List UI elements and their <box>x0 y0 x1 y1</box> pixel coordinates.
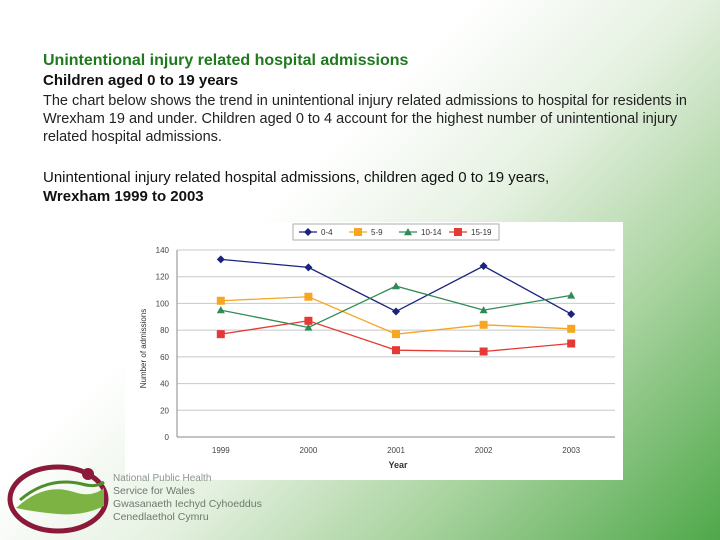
y-tick-label: 60 <box>160 353 169 362</box>
data-point <box>479 347 488 356</box>
data-point <box>567 310 576 319</box>
data-point <box>567 324 576 333</box>
data-point <box>304 292 313 301</box>
data-point <box>479 320 488 329</box>
slide-text-block: Unintentional injury related hospital ad… <box>43 52 693 146</box>
data-point <box>216 296 225 305</box>
y-axis-label: Number of admissions <box>139 309 148 389</box>
y-tick-label: 0 <box>165 433 170 442</box>
y-tick-label: 40 <box>160 380 169 389</box>
logo-line1: National Public Health <box>113 473 212 484</box>
chart-heading-line2: Wrexham 1999 to 2003 <box>43 188 204 205</box>
x-tick-label: 1999 <box>212 446 230 455</box>
data-point <box>392 307 400 316</box>
series-line <box>220 285 572 329</box>
legend-label: 5-9 <box>371 228 383 237</box>
nphs-logo-mark <box>7 464 109 534</box>
x-tick-label: 2002 <box>475 446 493 455</box>
legend-box <box>292 223 500 241</box>
chart-heading-line1: Unintentional injury related hospital ad… <box>43 169 550 186</box>
legend-label: 15-19 <box>471 228 492 237</box>
data-point <box>354 228 362 236</box>
data-point <box>304 263 313 272</box>
data-point <box>404 228 412 236</box>
slide-title: Unintentional injury related hospital ad… <box>43 52 409 69</box>
series-line <box>220 296 572 335</box>
y-tick-label: 80 <box>160 326 169 335</box>
logo-line2: Service for Wales <box>113 485 195 497</box>
legend-label: 0-4 <box>321 228 333 237</box>
legend-label: 10-14 <box>421 228 442 237</box>
data-point <box>567 291 576 299</box>
data-point <box>479 306 488 314</box>
y-tick-label: 100 <box>156 299 170 308</box>
y-tick-label: 140 <box>156 246 170 255</box>
chart-container: 0 20 40 60 80 100 120 140 1999 2000 2001 2002 2003 Ye… <box>125 222 623 480</box>
x-tick-label: 2003 <box>562 446 580 455</box>
data-point <box>216 255 225 264</box>
data-point <box>304 316 313 325</box>
logo-text: National Public Health Service for Wales… <box>113 472 262 524</box>
data-point <box>392 330 400 339</box>
line-chart: 0 20 40 60 80 100 120 140 1999 2000 2001 2002 2003 Ye… <box>139 223 615 470</box>
slide-subtitle: Children aged 0 to 19 years <box>43 72 239 89</box>
y-tick-label: 20 <box>160 406 169 415</box>
slide-body: The chart below shows the trend in unint… <box>43 93 687 145</box>
chart-heading: Unintentional injury related hospital ad… <box>43 168 693 206</box>
data-point <box>216 306 225 314</box>
data-point <box>216 330 225 339</box>
x-tick-label: 2001 <box>387 446 405 455</box>
logo-line3: Gwasanaeth Iechyd Cyhoeddus <box>113 498 262 510</box>
data-point <box>567 339 576 348</box>
y-tick-label: 120 <box>156 273 170 282</box>
data-point <box>392 346 400 355</box>
data-point <box>479 262 488 271</box>
x-axis-label: Year <box>388 460 408 470</box>
logo-line4: Cenedlaethol Cymru <box>113 511 209 523</box>
data-point <box>454 228 462 236</box>
data-point <box>304 228 312 236</box>
data-point <box>392 282 400 290</box>
data-point <box>304 323 313 331</box>
x-tick-label: 2000 <box>300 446 318 455</box>
